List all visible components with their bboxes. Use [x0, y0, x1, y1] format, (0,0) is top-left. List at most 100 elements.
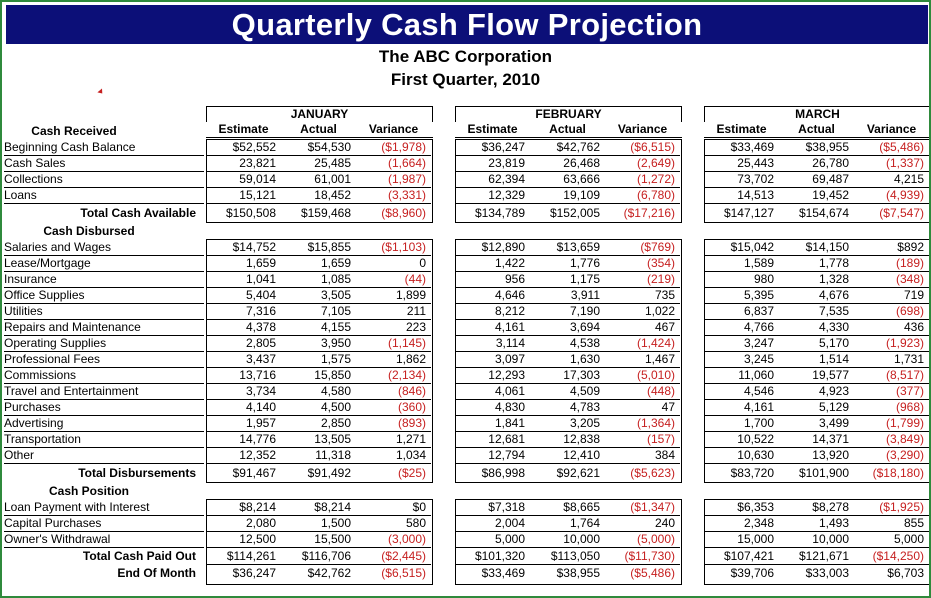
- value-cell[interactable]: 1,659: [245, 256, 276, 270]
- value-cell[interactable]: 1,022: [644, 304, 675, 318]
- value-cell[interactable]: $892: [897, 240, 924, 254]
- value-cell[interactable]: 15,850: [314, 368, 351, 382]
- value-cell[interactable]: ($7,547): [879, 206, 924, 220]
- value-cell[interactable]: 211: [406, 304, 426, 318]
- value-cell[interactable]: 2,080: [245, 516, 276, 530]
- value-cell[interactable]: 12,838: [563, 432, 600, 446]
- value-cell[interactable]: (360): [397, 400, 426, 414]
- value-cell[interactable]: 4,161: [494, 320, 525, 334]
- value-cell[interactable]: 23,819: [488, 156, 525, 170]
- value-cell[interactable]: $13,659: [556, 240, 600, 254]
- value-cell[interactable]: 1,764: [569, 516, 600, 530]
- value-cell[interactable]: 1,085: [320, 272, 351, 286]
- value-cell[interactable]: $54,530: [307, 140, 351, 154]
- value-cell[interactable]: 19,452: [812, 188, 849, 202]
- value-cell[interactable]: (698): [895, 304, 924, 318]
- value-cell[interactable]: 61,001: [314, 172, 351, 186]
- value-cell[interactable]: $12,890: [481, 240, 525, 254]
- value-cell[interactable]: 63,666: [563, 172, 600, 186]
- value-cell[interactable]: 25,443: [737, 156, 774, 170]
- value-cell[interactable]: (3,331): [387, 188, 426, 202]
- value-cell[interactable]: 12,681: [488, 432, 525, 446]
- value-cell[interactable]: ($1,103): [381, 240, 426, 254]
- value-cell[interactable]: 3,911: [570, 288, 600, 302]
- value-cell[interactable]: (1,424): [636, 336, 675, 350]
- value-cell[interactable]: 12,352: [239, 448, 276, 462]
- value-cell[interactable]: 4,161: [743, 400, 774, 414]
- value-cell[interactable]: (1,364): [636, 416, 675, 430]
- value-cell[interactable]: $91,492: [307, 466, 351, 480]
- value-cell[interactable]: 4,140: [245, 400, 276, 414]
- value-cell[interactable]: (157): [646, 432, 675, 446]
- value-cell[interactable]: 25,485: [314, 156, 351, 170]
- value-cell[interactable]: 14,513: [737, 188, 774, 202]
- value-cell[interactable]: 1,575: [320, 352, 351, 366]
- value-cell[interactable]: $15,042: [730, 240, 774, 254]
- value-cell[interactable]: 3,205: [569, 416, 600, 430]
- value-cell[interactable]: 580: [405, 516, 426, 530]
- value-cell[interactable]: 19,109: [563, 188, 600, 202]
- value-cell[interactable]: ($769): [640, 240, 675, 254]
- value-cell[interactable]: 1,957: [245, 416, 276, 430]
- value-cell[interactable]: $8,214: [314, 500, 351, 514]
- value-cell[interactable]: (5,010): [636, 368, 675, 382]
- value-cell[interactable]: 5,000: [893, 532, 924, 546]
- value-cell[interactable]: 17,303: [563, 368, 600, 382]
- value-cell[interactable]: (354): [646, 256, 675, 270]
- value-cell[interactable]: 5,170: [818, 336, 849, 350]
- value-cell[interactable]: 1,778: [818, 256, 849, 270]
- value-cell[interactable]: 4,500: [320, 400, 351, 414]
- value-cell[interactable]: 3,245: [743, 352, 774, 366]
- value-cell[interactable]: $101,900: [798, 466, 849, 480]
- value-cell[interactable]: (348): [895, 272, 924, 286]
- value-cell[interactable]: $83,720: [730, 466, 774, 480]
- value-cell[interactable]: $8,665: [563, 500, 600, 514]
- value-cell[interactable]: $42,762: [307, 566, 351, 580]
- value-cell[interactable]: $152,005: [549, 206, 600, 220]
- value-cell[interactable]: 2,805: [245, 336, 276, 350]
- value-cell[interactable]: (1,923): [885, 336, 924, 350]
- value-cell[interactable]: 1,630: [569, 352, 600, 366]
- value-cell[interactable]: 5,395: [743, 288, 774, 302]
- value-cell[interactable]: ($1,925): [879, 500, 924, 514]
- value-cell[interactable]: (4,939): [885, 188, 924, 202]
- value-cell[interactable]: (1,664): [387, 156, 426, 170]
- value-cell[interactable]: $92,621: [556, 466, 600, 480]
- value-cell[interactable]: 1,589: [743, 256, 774, 270]
- value-cell[interactable]: (2,649): [636, 156, 675, 170]
- value-cell[interactable]: 4,766: [743, 320, 774, 334]
- value-cell[interactable]: 4,830: [494, 400, 525, 414]
- value-cell[interactable]: ($5,486): [879, 140, 924, 154]
- value-cell[interactable]: 3,247: [743, 336, 774, 350]
- value-cell[interactable]: 1,514: [818, 352, 849, 366]
- value-cell[interactable]: 0: [419, 256, 426, 270]
- value-cell[interactable]: $8,214: [239, 500, 276, 514]
- value-cell[interactable]: 26,780: [812, 156, 849, 170]
- value-cell[interactable]: 4,923: [818, 384, 849, 398]
- value-cell[interactable]: 62,394: [488, 172, 525, 186]
- value-cell[interactable]: ($18,180): [872, 466, 924, 480]
- value-cell[interactable]: ($5,623): [630, 466, 675, 480]
- value-cell[interactable]: 4,155: [320, 320, 351, 334]
- value-cell[interactable]: 4,646: [494, 288, 525, 302]
- value-cell[interactable]: (3,290): [885, 448, 924, 462]
- value-cell[interactable]: 2,348: [743, 516, 774, 530]
- value-cell[interactable]: (3,000): [387, 532, 426, 546]
- value-cell[interactable]: $8,278: [812, 500, 849, 514]
- value-cell[interactable]: $107,421: [723, 549, 774, 563]
- value-cell[interactable]: 436: [903, 320, 924, 334]
- value-cell[interactable]: 1,700: [743, 416, 774, 430]
- value-cell[interactable]: $6,353: [737, 500, 774, 514]
- value-cell[interactable]: (377): [895, 384, 924, 398]
- value-cell[interactable]: 1,841: [494, 416, 525, 430]
- value-cell[interactable]: 23,821: [239, 156, 276, 170]
- value-cell[interactable]: 3,734: [245, 384, 276, 398]
- value-cell[interactable]: 735: [654, 288, 675, 302]
- value-cell[interactable]: 14,776: [239, 432, 276, 446]
- value-cell[interactable]: 1,659: [320, 256, 351, 270]
- value-cell[interactable]: $6,703: [887, 566, 924, 580]
- value-cell[interactable]: 11,318: [315, 448, 351, 462]
- value-cell[interactable]: $91,467: [232, 466, 276, 480]
- value-cell[interactable]: 980: [753, 272, 774, 286]
- value-cell[interactable]: 4,215: [893, 172, 924, 186]
